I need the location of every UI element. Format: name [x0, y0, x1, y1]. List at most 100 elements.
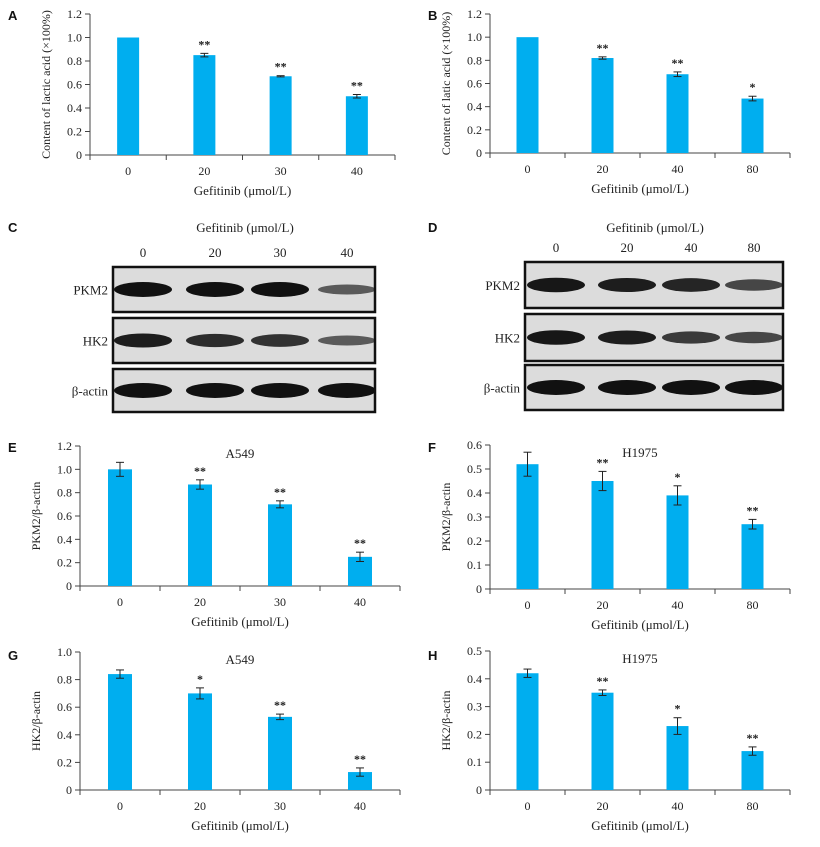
significance-marker: *: [675, 470, 681, 484]
blot-protein-label: PKM2: [73, 283, 108, 298]
y-tick-label: 0.2: [467, 123, 482, 137]
panel-letter: C: [8, 220, 18, 235]
y-tick-label: 0.3: [467, 700, 482, 714]
chart-title: H1975: [622, 651, 657, 666]
y-tick-label: 0.8: [57, 486, 72, 500]
y-tick-label: 1.0: [67, 31, 82, 45]
bar: [345, 96, 368, 155]
y-tick-label: 0.2: [57, 556, 72, 570]
blot-protein-label: β-actin: [72, 384, 109, 399]
bar: [591, 692, 614, 790]
significance-marker: **: [672, 56, 684, 70]
blot-dose-label: 40: [341, 245, 354, 260]
chart-panel-f: F H1975 0 0.1 0.2 0.3 0.4 0.5 0.6 0 ** 20 * 40 ** 80 Gef…: [428, 438, 791, 632]
y-tick-label: 0.6: [57, 700, 72, 714]
blot-band: [251, 282, 309, 297]
bar: [591, 58, 614, 154]
significance-marker: **: [354, 752, 366, 766]
y-tick-label: 0.5: [467, 644, 482, 658]
panel-letter: F: [428, 440, 436, 455]
blot-row-2: β-actin: [72, 367, 377, 414]
blot-row-1: HK2: [495, 312, 785, 363]
blot-treatment-label: Gefitinib (μmol/L): [606, 220, 704, 235]
chart-title: H1975: [622, 445, 657, 460]
blot-dose-label: 80: [748, 240, 761, 255]
blot-band: [725, 331, 783, 344]
y-tick-label: 0.2: [57, 755, 72, 769]
bar: [188, 693, 212, 790]
bar: [666, 726, 689, 790]
y-tick-label: 0.6: [467, 438, 482, 452]
blot-band: [114, 282, 172, 297]
x-axis-label: Gefitinib (μmol/L): [194, 183, 292, 198]
y-tick-label: 0.6: [67, 78, 82, 92]
y-tick-label: 1.2: [57, 439, 72, 453]
x-tick-label: 0: [117, 799, 123, 813]
chart-panel-a: A 0 0.2 0.4 0.6 0.8 1.0 1.2 0 ** 20 ** 30 ** 40 Gefitin…: [8, 7, 396, 198]
y-tick-label: 0.4: [467, 486, 482, 500]
blot-protein-label: PKM2: [485, 278, 520, 293]
x-tick-label: 0: [525, 598, 531, 612]
x-tick-label: 80: [747, 162, 759, 176]
y-axis-label: Content of latic acid (×100%): [439, 12, 453, 155]
significance-marker: *: [197, 672, 203, 686]
blot-band: [186, 383, 244, 398]
bar: [268, 504, 292, 586]
y-tick-label: 0: [476, 783, 482, 797]
bar: [741, 751, 764, 790]
bar: [516, 464, 539, 589]
y-tick-label: 0.5: [467, 462, 482, 476]
significance-marker: **: [597, 674, 609, 688]
blot-row-0: PKM2: [73, 265, 377, 314]
blot-protein-label: HK2: [495, 331, 520, 346]
blot-dose-label: 0: [553, 240, 560, 255]
y-tick-label: 1.0: [57, 462, 72, 476]
x-axis-label: Gefitinib (μmol/L): [591, 181, 689, 196]
significance-marker: **: [597, 455, 609, 469]
bar: [516, 673, 539, 790]
y-tick-label: 0.1: [467, 755, 482, 769]
x-tick-label: 20: [194, 595, 206, 609]
bar: [516, 37, 539, 153]
y-tick-label: 1.2: [67, 7, 82, 21]
chart-title: A549: [226, 652, 255, 667]
bar: [108, 674, 132, 790]
y-tick-label: 0.2: [467, 534, 482, 548]
y-tick-label: 0.3: [467, 510, 482, 524]
significance-marker: **: [354, 536, 366, 550]
panel-letter: B: [428, 8, 437, 23]
y-axis-label: HK2/β-actin: [439, 690, 453, 750]
y-tick-label: 0.8: [57, 673, 72, 687]
y-tick-label: 0.8: [467, 53, 482, 67]
significance-marker: **: [274, 485, 286, 499]
chart-panel-e: E A549 0 0.2 0.4 0.6 0.8 1.0 1.2 0 ** 20 ** 30 ** 40 Gef…: [8, 439, 401, 629]
y-tick-label: 1.0: [467, 30, 482, 44]
bar: [666, 495, 689, 589]
chart-panel-h: H H1975 0 0.1 0.2 0.3 0.4 0.5 0 ** 20 * 40 ** 80 Gefiti…: [428, 644, 791, 833]
blot-row-0: PKM2: [485, 260, 785, 310]
bar: [666, 74, 689, 153]
x-tick-label: 20: [597, 799, 609, 813]
significance-marker: **: [194, 464, 206, 478]
panel-letter: E: [8, 440, 17, 455]
x-tick-label: 20: [198, 164, 210, 178]
blot-band: [598, 380, 656, 395]
blot-band: [725, 380, 783, 395]
bar: [108, 469, 132, 586]
significance-marker: **: [747, 503, 759, 517]
y-tick-label: 0.8: [67, 54, 82, 68]
y-axis-label: Content of lactic acid (×100%): [39, 10, 53, 159]
y-tick-label: 0: [476, 146, 482, 160]
blot-band: [662, 380, 720, 395]
y-axis-label: PKM2/β-actin: [29, 482, 43, 551]
significance-marker: **: [351, 78, 363, 92]
panel-letter: G: [8, 648, 18, 663]
chart-panel-b: B 0 0.2 0.4 0.6 0.8 1.0 1.2 0 ** 20 ** 40 * 80 Gefitini…: [428, 7, 791, 196]
x-tick-label: 40: [354, 799, 366, 813]
x-tick-label: 20: [597, 598, 609, 612]
x-tick-label: 0: [525, 162, 531, 176]
significance-marker: **: [275, 60, 287, 74]
blot-dose-label: 20: [621, 240, 634, 255]
x-tick-label: 20: [194, 799, 206, 813]
